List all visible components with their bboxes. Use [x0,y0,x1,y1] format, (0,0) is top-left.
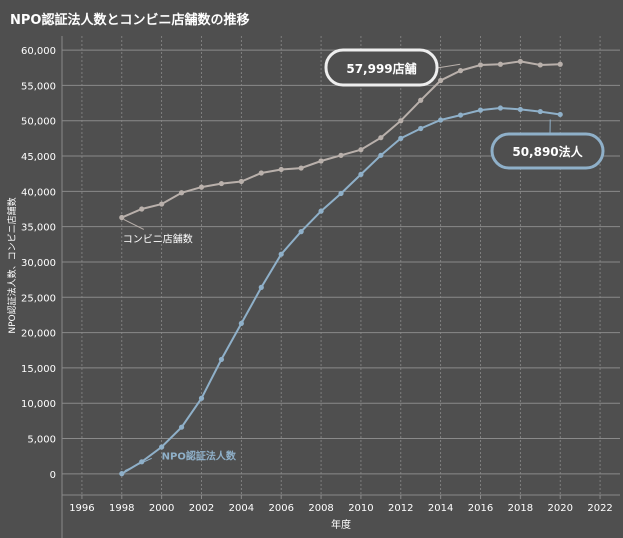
x-tick-label: 2020 [547,503,572,514]
convenience-series-point [178,190,185,196]
convenience-series-point [238,178,244,185]
convenience-series-point [318,158,324,164]
y-tick-label: 60,000 [21,46,56,57]
convenience-series-point [358,147,364,153]
convenience-callout-leader [436,63,461,69]
x-tick-label: 2006 [268,503,293,514]
convenience-series-point [477,62,484,68]
npo-series-point [278,251,284,257]
convenience-series-point [218,180,225,187]
npo-series-point [477,107,484,113]
npo-series-point [119,471,125,477]
axes: 0 5,000 10,000 15,000 20,000 25,000 30,000 35,0… [6,36,620,538]
npo-series-point [537,108,543,115]
npo-series-point [497,105,504,111]
x-tick-label: 2018 [508,503,533,514]
convenience-series-point [298,165,304,171]
y-axis-label: NPO認証法人数、コンビニ店舗数 [6,197,18,333]
annotations: コンビニ店舗数 NPO認証法人数 57,999店舗 50,890法人 [123,48,605,472]
npo-series-point [218,356,225,363]
x-tick-label: 2008 [308,503,333,514]
convenience-series-label: コンビニ店舗数 [123,232,193,245]
convenience-series-point [457,68,464,74]
convenience-series-point [557,61,563,67]
convenience-series-point [278,166,284,173]
chart-title: NPO認証法人数とコンビニ店舗数の推移 [10,12,249,28]
convenience-series-point [258,170,264,176]
y-tick-label: 45,000 [21,152,56,163]
y-tick-label: 35,000 [21,223,56,234]
y-tick-label: 15,000 [21,364,56,375]
npo-label-leader [124,457,152,472]
npo-series-point [159,444,165,450]
y-tick-label: 10,000 [21,399,56,410]
y-tick-label: 20,000 [21,329,56,340]
npo-series-point [178,424,185,430]
x-tick-label: 2002 [189,503,214,514]
convenience-series-point [438,77,444,84]
npo-series-point [557,111,563,118]
x-axis-label: 年度 [331,518,351,531]
convenience-series-point [418,97,424,103]
y-tick-label: 50,000 [21,117,56,128]
npo-series-point [258,284,264,290]
npo-series-point [338,190,344,197]
x-tick-label: 2016 [468,503,493,514]
x-tick-label: 2004 [229,503,254,514]
convenience-series-point [517,58,523,65]
y-tick-label: 40,000 [21,187,56,198]
convenience-series-point [378,135,384,141]
npo-series-point [457,112,464,118]
npo-series-point [517,106,523,113]
convenience-series-point [119,214,125,221]
y-tick-label: 0 [50,470,56,481]
convenience-series-point [159,201,165,207]
convenience-callout-text: 57,999店舗 [346,61,416,76]
x-tick-label: 1998 [109,503,134,514]
series [119,58,563,477]
npo-series-point [418,125,424,132]
x-tick-label: 2012 [388,503,413,514]
convenience-series-point [398,118,404,124]
npo-series-point [378,152,384,158]
npo-series-point [298,229,304,235]
x-tick-label: 2010 [348,503,373,514]
npo-series-point [318,208,324,214]
y-tick-label: 5,000 [27,435,56,446]
y-tick-label: 30,000 [21,258,56,269]
npo-series-point [358,171,364,178]
npo-series-point [238,320,244,327]
npo-callout-text: 50,890法人 [512,144,583,159]
npo-series-point [198,395,205,401]
x-tick-label: 2000 [149,503,174,514]
convenience-series-point [139,206,145,212]
convenience-series-point [497,61,504,67]
x-tick-label: 1996 [69,503,94,514]
grid [62,36,620,495]
npo-series-label: NPO認証法人数 [162,449,237,462]
convenience-label-leader [123,219,145,230]
x-tick-label: 2014 [428,503,453,514]
npo-series-line [121,106,561,475]
npo-series-point [398,135,404,141]
y-tick-label: 25,000 [21,293,56,304]
convenience-series-point [537,62,543,68]
y-tick-label: 55,000 [21,81,56,92]
x-tick-label: 2022 [587,503,612,514]
convenience-series-point [338,152,344,158]
convenience-series-point [198,184,205,190]
npo-series-point [438,117,444,123]
npo-callout-bubble [490,132,605,170]
convenience-callout-bubble [324,48,439,87]
